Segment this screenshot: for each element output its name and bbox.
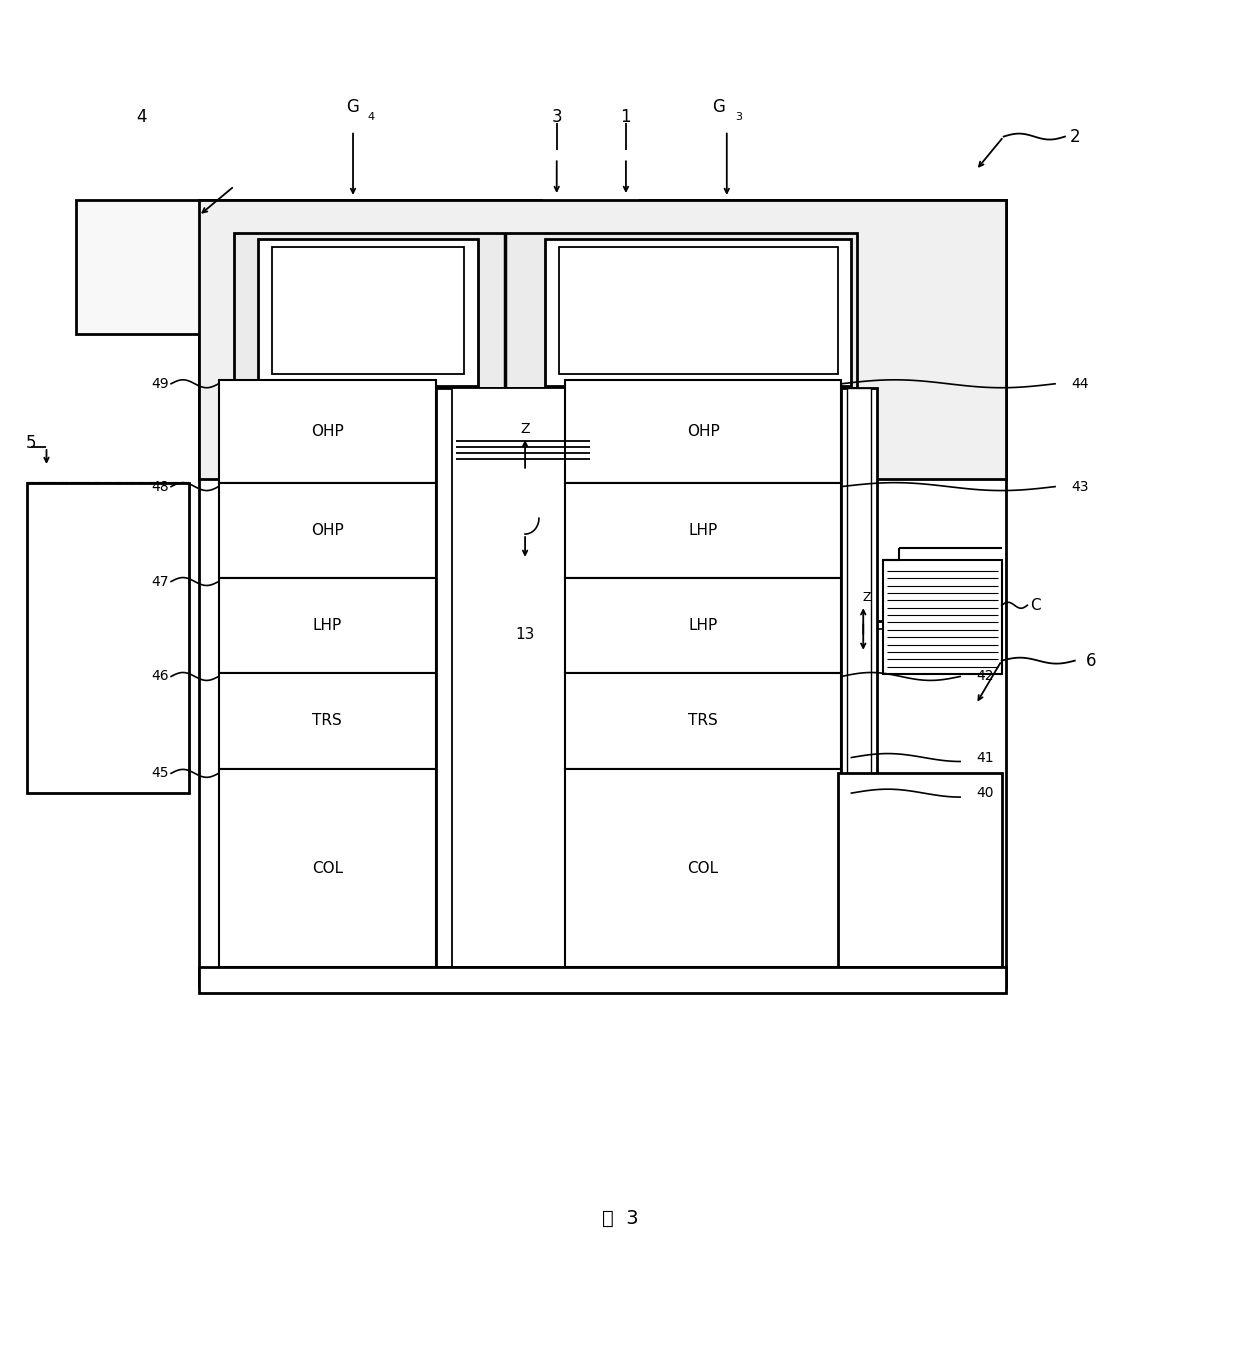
Text: 40: 40 [976,785,993,800]
Text: 4: 4 [136,108,146,126]
Bar [218,387,436,967]
Bar [218,577,436,672]
Bar [436,387,610,967]
Text: 47: 47 [151,574,169,589]
Bar [218,379,436,483]
Bar [640,200,1006,335]
Text: OHP: OHP [311,523,343,538]
Bar [218,769,436,967]
Bar [564,672,842,769]
Text: 45: 45 [151,767,169,780]
Bar [198,967,1006,993]
Bar [258,239,477,386]
Text: Z: Z [863,590,872,604]
Text: 5: 5 [26,434,36,452]
Text: OHP: OHP [311,424,343,438]
Text: 49: 49 [151,377,169,391]
Bar [234,234,857,387]
Bar [218,483,436,577]
Text: TRS: TRS [312,713,342,729]
Text: TRS: TRS [688,713,718,729]
Text: COL: COL [311,861,343,876]
Text: OHP: OHP [687,424,719,438]
Text: LHP: LHP [688,523,718,538]
Bar [837,773,1002,967]
Bar [218,672,436,769]
Text: 2: 2 [1070,128,1080,145]
Text: 41: 41 [976,751,993,764]
Bar [564,483,842,577]
Text: 4: 4 [367,112,374,122]
Text: 图  3: 图 3 [601,1209,639,1228]
Bar [27,483,188,794]
Bar [451,387,594,967]
Bar [272,247,464,374]
Bar [564,577,842,672]
Text: G: G [713,98,725,116]
Bar [883,560,1002,674]
Text: C: C [1030,597,1040,613]
Text: Z: Z [521,422,529,436]
Text: 42: 42 [976,670,993,683]
Text: LHP: LHP [312,617,342,632]
Text: G: G [347,98,360,116]
Bar [76,200,541,335]
Text: 13: 13 [516,627,534,643]
Bar [564,769,842,967]
Text: 3: 3 [552,108,562,126]
Bar [198,200,1006,479]
Bar [544,239,852,386]
Bar [847,387,872,967]
Bar [564,379,842,483]
Text: 44: 44 [1071,377,1089,391]
Bar [198,335,1006,987]
Text: 43: 43 [1071,480,1089,494]
Text: 1: 1 [621,108,631,126]
Text: 3: 3 [735,112,743,122]
Text: COL: COL [687,861,719,876]
Text: 46: 46 [151,670,169,683]
Bar [842,387,877,967]
Text: 48: 48 [151,480,169,494]
Bar [559,247,837,374]
Text: LHP: LHP [688,617,718,632]
Text: 6: 6 [1085,651,1096,670]
Bar [564,387,842,967]
